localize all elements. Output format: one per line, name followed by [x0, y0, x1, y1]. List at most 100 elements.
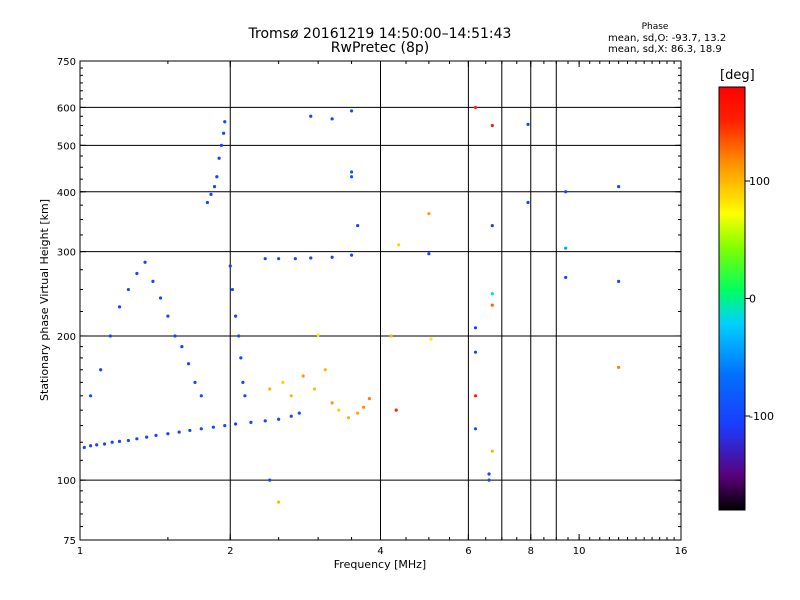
data-point: [193, 380, 197, 384]
data-point: [277, 417, 281, 421]
data-point: [281, 380, 285, 384]
data-point: [617, 279, 621, 283]
phase-stats-o: mean, sd,O: -93.7, 13.2: [608, 33, 727, 44]
data-point: [490, 449, 494, 453]
data-point: [490, 303, 494, 307]
data-point: [564, 246, 568, 250]
data-point: [180, 345, 184, 349]
data-point: [277, 500, 281, 504]
x-tick-label: 1: [77, 546, 83, 557]
data-point: [473, 105, 478, 110]
data-point: [126, 438, 130, 443]
data-point: [117, 305, 122, 309]
data-point: [349, 109, 354, 113]
chart-title: Tromsø 20161219 14:50:00–14:51:43: [248, 26, 512, 42]
x-tick-label: 6: [465, 546, 471, 557]
data-point: [427, 252, 431, 256]
data-point: [145, 435, 149, 439]
data-point: [367, 396, 371, 401]
y-tick-label: 750: [57, 57, 76, 68]
x-tick-label: 8: [528, 546, 534, 557]
colorbar-unit: [deg]: [720, 68, 755, 83]
data-point: [394, 408, 398, 412]
data-point: [487, 478, 491, 482]
data-point: [490, 223, 494, 228]
data-point: [487, 472, 491, 476]
data-point: [289, 394, 293, 398]
y-tick-label: 75: [63, 536, 76, 547]
colorbar-tick-label: 0: [749, 293, 756, 306]
data-point: [135, 437, 139, 441]
data-point: [301, 374, 305, 378]
data-point: [199, 394, 203, 398]
data-point: [117, 439, 122, 443]
x-tick-label: 16: [675, 546, 688, 557]
data-point: [330, 117, 334, 121]
data-point: [223, 423, 227, 428]
data-point: [249, 420, 253, 424]
data-point: [95, 443, 99, 447]
data-point: [217, 156, 221, 160]
data-point: [268, 387, 272, 391]
data-point: [99, 368, 103, 372]
data-point: [427, 212, 431, 216]
data-point: [473, 427, 478, 431]
data-point: [108, 334, 112, 338]
data-point: [309, 114, 313, 118]
data-point: [293, 257, 297, 261]
data-points: [82, 105, 621, 504]
data-point: [234, 422, 238, 426]
data-point: [82, 445, 86, 450]
y-tick-label: 100: [57, 476, 76, 487]
y-tick-label: 300: [57, 248, 76, 259]
y-axis-label: Stationary phase Virtual Height [km]: [38, 199, 51, 401]
data-point: [110, 440, 114, 444]
data-point: [268, 478, 272, 482]
data-point: [277, 257, 281, 261]
data-point: [219, 143, 224, 147]
colorbar: [718, 86, 746, 511]
data-point: [199, 427, 203, 431]
data-point: [617, 365, 621, 369]
data-point: [316, 333, 320, 337]
data-point: [330, 401, 334, 405]
data-point: [186, 362, 191, 366]
data-point: [223, 120, 227, 124]
data-point: [330, 255, 334, 259]
data-point: [564, 190, 568, 194]
y-tick-label: 500: [57, 141, 76, 152]
x-axis-label: Frequency [MHz]: [334, 558, 426, 571]
data-point: [215, 175, 219, 179]
data-point: [228, 264, 232, 268]
axis-ticks: 1 2 4 6 8 10 16 75 100 200 300 400 500 600 750: [57, 57, 687, 557]
data-point: [309, 256, 313, 260]
x-tick-label: 10: [573, 546, 586, 557]
data-point: [349, 175, 354, 179]
data-point: [209, 192, 213, 196]
colorbar-tick-label: -100: [749, 410, 774, 423]
data-point: [526, 122, 530, 126]
data-point: [154, 433, 158, 438]
data-point: [323, 368, 327, 372]
data-point: [473, 350, 478, 354]
data-point: [243, 394, 247, 398]
y-tick-label: 200: [57, 332, 76, 343]
data-point: [490, 123, 494, 128]
data-point: [617, 185, 621, 189]
data-point: [356, 223, 360, 228]
data-point: [312, 387, 317, 391]
data-point: [362, 405, 366, 409]
data-point: [205, 200, 210, 205]
data-point: [346, 416, 351, 420]
data-point: [397, 243, 401, 247]
data-point: [151, 279, 155, 283]
data-point: [88, 394, 93, 398]
plot-grid: [80, 61, 681, 540]
data-point: [177, 430, 181, 434]
data-point: [289, 414, 293, 418]
phase-stats-heading: Phase: [641, 22, 669, 32]
data-point: [564, 275, 568, 280]
data-point: [143, 260, 147, 264]
phase-stats-x: mean, sd,X: 86.3, 18.9: [608, 44, 722, 55]
data-point: [429, 337, 433, 341]
